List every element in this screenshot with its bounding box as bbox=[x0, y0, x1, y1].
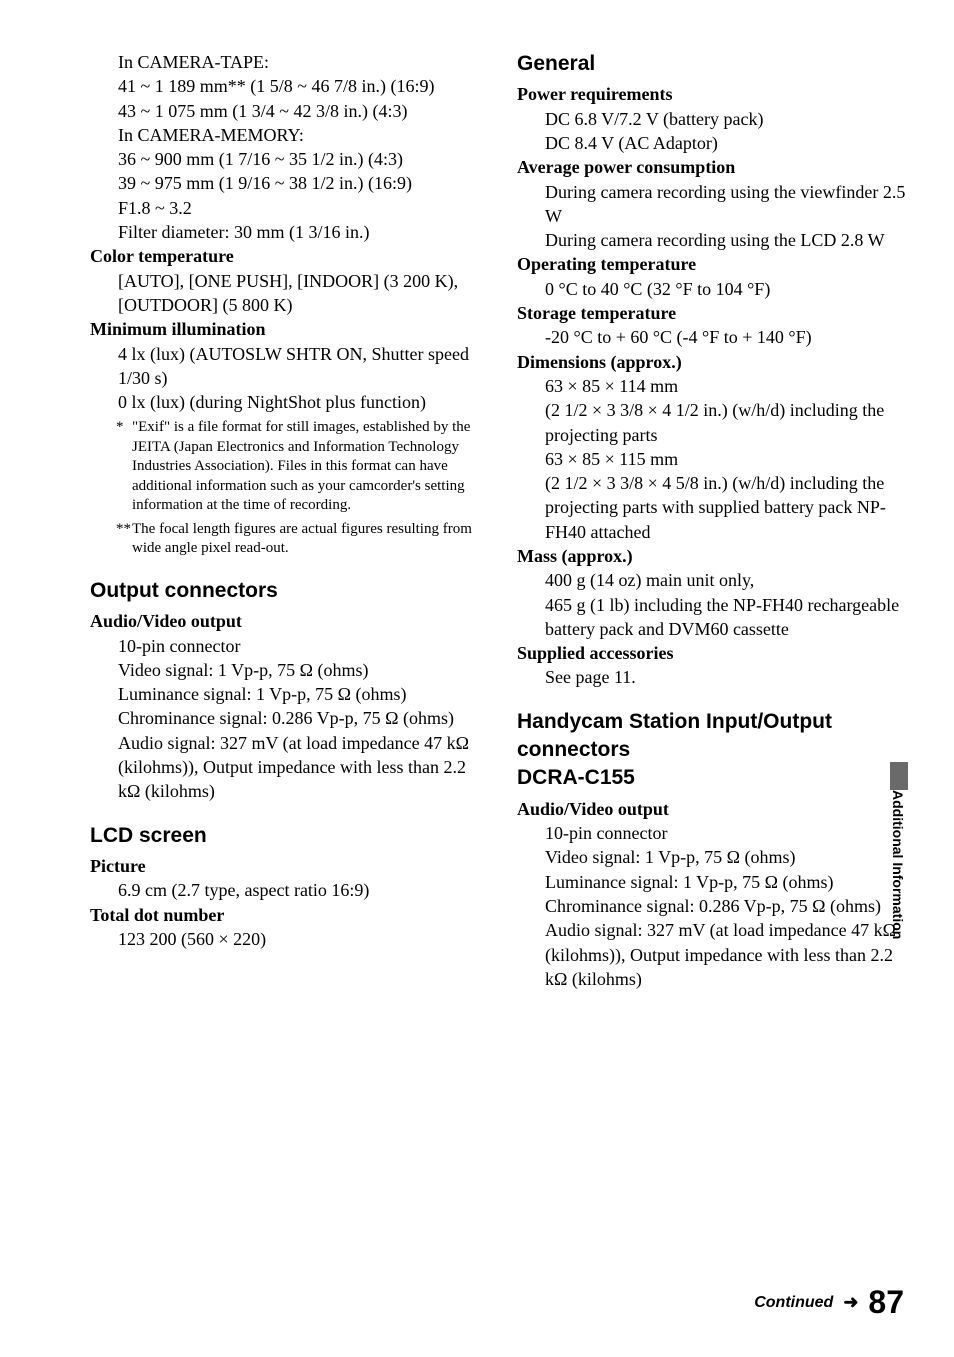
output-connectors-head: Output connectors bbox=[90, 577, 487, 605]
line: 10-pin connector bbox=[545, 821, 914, 845]
total-dot-label: Total dot number bbox=[90, 903, 487, 927]
line: 4 lx (lux) (AUTOSLW SHTR ON, Shutter spe… bbox=[118, 342, 487, 391]
page-content: In CAMERA-TAPE: 41 ~ 1 189 mm** (1 5/8 ~… bbox=[0, 0, 954, 1011]
line: Chrominance signal: 0.286 Vp-p, 75 Ω (oh… bbox=[118, 706, 487, 730]
line: During camera recording using the viewfi… bbox=[545, 180, 914, 229]
handycam-av-block: 10-pin connector Video signal: 1 Vp-p, 7… bbox=[517, 821, 914, 991]
line: Video signal: 1 Vp-p, 75 Ω (ohms) bbox=[545, 845, 914, 869]
line: Luminance signal: 1 Vp-p, 75 Ω (ohms) bbox=[118, 682, 487, 706]
av-output-label: Audio/Video output bbox=[90, 609, 487, 633]
side-tab-text: Additional Information bbox=[890, 790, 906, 939]
general-head: General bbox=[517, 50, 914, 78]
avg-power-block: During camera recording using the viewfi… bbox=[517, 180, 914, 253]
line: 0 lx (lux) (during NightShot plus functi… bbox=[118, 390, 487, 414]
line: Video signal: 1 Vp-p, 75 Ω (ohms) bbox=[118, 658, 487, 682]
left-column: In CAMERA-TAPE: 41 ~ 1 189 mm** (1 5/8 ~… bbox=[90, 50, 487, 991]
line: During camera recording using the LCD 2.… bbox=[545, 228, 914, 252]
lcd-screen-head: LCD screen bbox=[90, 822, 487, 850]
min-illum-label: Minimum illumination bbox=[90, 317, 487, 341]
camera-tape-block: In CAMERA-TAPE: 41 ~ 1 189 mm** (1 5/8 ~… bbox=[90, 50, 487, 244]
line: 10-pin connector bbox=[118, 634, 487, 658]
side-tab: Additional Information bbox=[890, 790, 908, 1020]
footnote-2-text: The focal length figures are actual figu… bbox=[132, 521, 472, 557]
line: 63 × 85 × 114 mm bbox=[545, 374, 914, 398]
line: In CAMERA-TAPE: bbox=[118, 50, 487, 74]
power-req-block: DC 6.8 V/7.2 V (battery pack) DC 8.4 V (… bbox=[517, 107, 914, 156]
handycam-av-label: Audio/Video output bbox=[517, 797, 914, 821]
op-temp-value: 0 °C to 40 °C (32 °F to 104 °F) bbox=[517, 277, 914, 301]
line: 63 × 85 × 115 mm bbox=[545, 447, 914, 471]
line: 465 g (1 lb) including the NP-FH40 recha… bbox=[545, 593, 914, 642]
continued-label: Continued bbox=[754, 1294, 833, 1312]
power-req-label: Power requirements bbox=[517, 82, 914, 106]
storage-temp-label: Storage temperature bbox=[517, 301, 914, 325]
footnote-1-text: "Exif" is a file format for still images… bbox=[132, 419, 470, 513]
avg-power-label: Average power consumption bbox=[517, 155, 914, 179]
line: Audio signal: 327 mV (at load impedance … bbox=[118, 731, 487, 804]
footnote-2: **The focal length figures are actual fi… bbox=[90, 520, 487, 559]
right-column: General Power requirements DC 6.8 V/7.2 … bbox=[517, 50, 914, 991]
line: Chrominance signal: 0.286 Vp-p, 75 Ω (oh… bbox=[545, 894, 914, 918]
dimensions-label: Dimensions (approx.) bbox=[517, 350, 914, 374]
mass-block: 400 g (14 oz) main unit only, 465 g (1 l… bbox=[517, 568, 914, 641]
line: 36 ~ 900 mm (1 7/16 ~ 35 1/2 in.) (4:3) bbox=[118, 147, 487, 171]
storage-temp-value: -20 °C to + 60 °C (-4 °F to + 140 °F) bbox=[517, 325, 914, 349]
line: 41 ~ 1 189 mm** (1 5/8 ~ 46 7/8 in.) (16… bbox=[118, 74, 487, 98]
supplied-value: See page 11. bbox=[517, 665, 914, 689]
line: Filter diameter: 30 mm (1 3/16 in.) bbox=[118, 220, 487, 244]
handycam-head: Handycam Station Input/Output connectors… bbox=[517, 708, 914, 793]
line: DC 6.8 V/7.2 V (battery pack) bbox=[545, 107, 914, 131]
picture-value: 6.9 cm (2.7 type, aspect ratio 16:9) bbox=[90, 878, 487, 902]
color-temp-label: Color temperature bbox=[90, 244, 487, 268]
arrow-icon: ➜ bbox=[843, 1292, 858, 1313]
dimensions-block: 63 × 85 × 114 mm (2 1/2 × 3 3/8 × 4 1/2 … bbox=[517, 374, 914, 544]
footer: Continued ➜ 87 bbox=[754, 1284, 904, 1321]
side-tab-block bbox=[890, 762, 908, 790]
line: 39 ~ 975 mm (1 9/16 ~ 38 1/2 in.) (16:9) bbox=[118, 171, 487, 195]
line: DC 8.4 V (AC Adaptor) bbox=[545, 131, 914, 155]
min-illum-value: 4 lx (lux) (AUTOSLW SHTR ON, Shutter spe… bbox=[90, 342, 487, 415]
line: Luminance signal: 1 Vp-p, 75 Ω (ohms) bbox=[545, 870, 914, 894]
mass-label: Mass (approx.) bbox=[517, 544, 914, 568]
line: (2 1/2 × 3 3/8 × 4 5/8 in.) (w/h/d) incl… bbox=[545, 471, 914, 544]
op-temp-label: Operating temperature bbox=[517, 252, 914, 276]
line: (2 1/2 × 3 3/8 × 4 1/2 in.) (w/h/d) incl… bbox=[545, 398, 914, 447]
picture-label: Picture bbox=[90, 854, 487, 878]
av-output-block: 10-pin connector Video signal: 1 Vp-p, 7… bbox=[90, 634, 487, 804]
line: 400 g (14 oz) main unit only, bbox=[545, 568, 914, 592]
line: Audio signal: 327 mV (at load impedance … bbox=[545, 918, 914, 991]
line: In CAMERA-MEMORY: bbox=[118, 123, 487, 147]
color-temp-value: [AUTO], [ONE PUSH], [INDOOR] (3 200 K), … bbox=[90, 269, 487, 318]
total-dot-value: 123 200 (560 × 220) bbox=[90, 927, 487, 951]
footnote-1: *"Exif" is a file format for still image… bbox=[90, 418, 487, 516]
supplied-label: Supplied accessories bbox=[517, 641, 914, 665]
page-number: 87 bbox=[868, 1284, 904, 1321]
line: F1.8 ~ 3.2 bbox=[118, 196, 487, 220]
line: 43 ~ 1 075 mm (1 3/4 ~ 42 3/8 in.) (4:3) bbox=[118, 99, 487, 123]
